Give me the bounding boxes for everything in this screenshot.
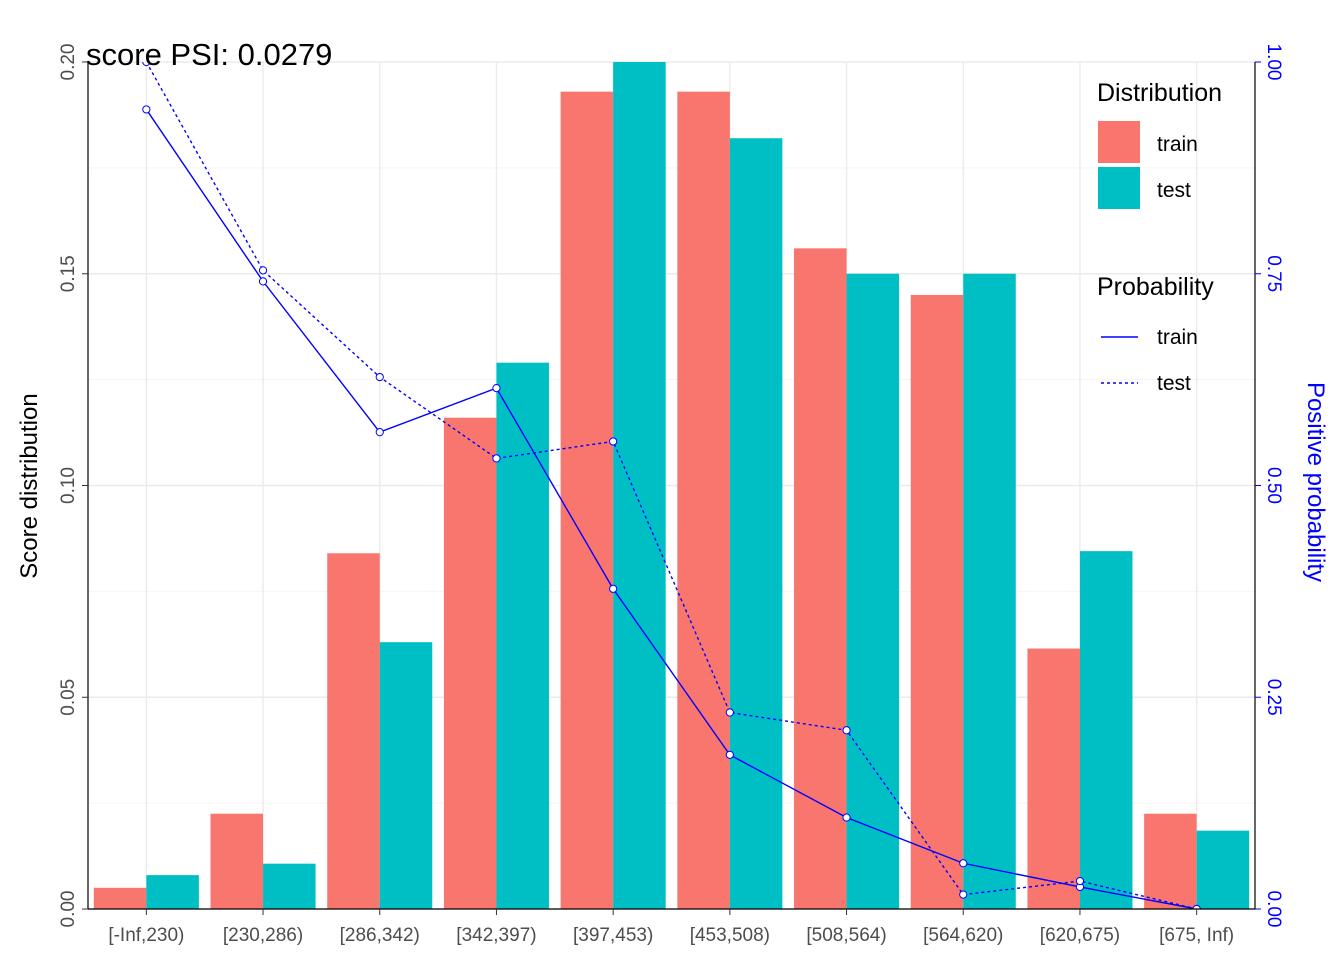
x-tick-label: [508,564) <box>806 925 886 946</box>
right-y-tick-label: 0.50 <box>1263 467 1284 504</box>
probability-point-test <box>959 890 968 899</box>
bar-train <box>443 417 497 909</box>
bar-train <box>210 813 264 909</box>
legend-label-train-bar: train <box>1157 133 1198 156</box>
y-axis-ticks: 0.00 0.05 0.10 0.15 0.20 <box>58 44 88 928</box>
bar-test <box>613 62 666 909</box>
legend-distribution-title: Distribution <box>1097 79 1222 107</box>
legend-label-test-line: test <box>1157 372 1191 395</box>
probability-point-train <box>842 813 851 822</box>
bar-test <box>963 273 1016 909</box>
x-tick-label: [397,453) <box>573 925 653 946</box>
right-y-tick-label: 1.00 <box>1263 44 1284 81</box>
legend-key-test-bar <box>1098 167 1140 209</box>
y-tick-label: 0.05 <box>58 679 79 716</box>
probability-point-test <box>609 437 618 446</box>
probability-point-train <box>492 383 501 393</box>
bar-test <box>496 362 549 909</box>
y-axis-title: Score distribution <box>16 393 43 578</box>
x-tick-label: [230,286) <box>223 925 303 946</box>
bar-test <box>1079 551 1133 909</box>
probability-point-test <box>258 266 268 275</box>
y-tick-label: 0.10 <box>58 467 79 504</box>
probability-point-train <box>142 105 151 114</box>
probability-line-train <box>145 109 1197 909</box>
right-y-axis-ticks: 0.00 0.25 0.50 0.75 1.00 <box>1255 44 1284 928</box>
y-tick-label: 0.20 <box>58 44 79 81</box>
probability-point-train <box>959 859 968 868</box>
legend-probability-title: Probability <box>1097 273 1214 301</box>
probability-point-train <box>609 584 618 593</box>
bar-train <box>1144 813 1197 909</box>
right-y-axis-title: Positive probability <box>1302 382 1329 582</box>
bar-test <box>729 138 783 910</box>
probability-lines <box>142 62 1201 909</box>
y-tick-label: 0.15 <box>58 255 79 292</box>
probability-point-test <box>492 454 501 463</box>
legend: Distribution train test Probability trai… <box>1097 79 1222 395</box>
legend-label-test-bar: test <box>1157 179 1191 202</box>
probability-line-test <box>145 62 1197 909</box>
bar-train <box>93 887 147 909</box>
y-tick-label: 0.00 <box>58 891 79 928</box>
probability-point-test <box>375 372 384 382</box>
probability-point-test <box>142 62 151 67</box>
probability-point-test <box>1192 904 1201 909</box>
bar-test <box>263 863 316 909</box>
probability-point-test <box>725 708 734 717</box>
bar-test <box>846 273 900 909</box>
bar-train <box>1027 648 1080 909</box>
bar-train <box>910 294 964 909</box>
bar-test <box>1196 830 1250 909</box>
x-tick-label: [342,397) <box>456 925 536 946</box>
right-y-tick-label: 0.75 <box>1263 255 1284 292</box>
probability-point-test <box>842 726 851 735</box>
legend-key-train-bar <box>1098 121 1140 163</box>
right-y-tick-label: 0.25 <box>1263 679 1284 716</box>
x-tick-label: [620,675) <box>1040 925 1120 946</box>
bar-train <box>677 91 730 909</box>
probability-point-train <box>725 750 734 759</box>
bar-train <box>560 91 614 909</box>
bar-test <box>146 875 199 909</box>
x-tick-label: [564,620) <box>923 925 1003 946</box>
probability-point-train <box>375 428 384 437</box>
bar-test <box>379 642 433 909</box>
right-y-tick-label: 0.00 <box>1263 891 1284 928</box>
x-axis-ticks: [-Inf,230) [230,286) [286,342) [342,397) [39… <box>108 909 1234 946</box>
bar-train <box>327 553 380 909</box>
x-tick-label: [-Inf,230) <box>108 925 184 946</box>
legend-label-train-line: train <box>1157 326 1198 349</box>
bar-train <box>794 248 847 910</box>
probability-point-train <box>258 277 268 286</box>
x-tick-label: [453,508) <box>690 925 770 946</box>
probability-point-test <box>1075 876 1085 886</box>
bars <box>93 62 1250 910</box>
x-tick-label: [286,342) <box>340 925 420 946</box>
chart-title: score PSI: 0.0279 <box>86 37 332 72</box>
x-tick-label: [675, Inf) <box>1159 925 1234 946</box>
